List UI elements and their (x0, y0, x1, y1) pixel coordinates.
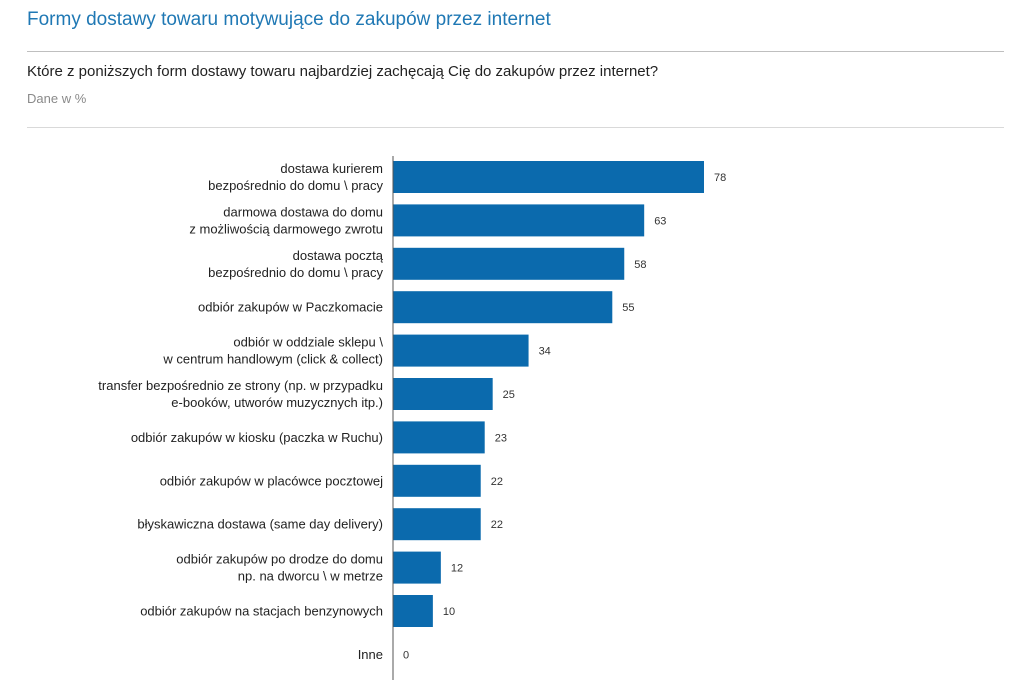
category-label: bezpośrednio do domu \ pracy (208, 265, 383, 280)
value-label: 78 (714, 172, 726, 184)
bar (393, 247, 625, 280)
value-label: 22 (491, 519, 503, 531)
category-label: błyskawiczna dostawa (same day delivery) (137, 517, 383, 532)
value-label: 23 (495, 432, 507, 444)
value-label: 63 (654, 215, 666, 227)
category-label: bezpośrednio do domu \ pracy (208, 178, 383, 193)
value-label: 0 (403, 649, 409, 661)
value-label: 55 (622, 302, 634, 314)
header-divider (27, 51, 1004, 52)
category-label: darmowa dostawa do domu (223, 204, 383, 219)
category-label: odbiór zakupów w kiosku (paczka w Ruchu) (131, 430, 383, 445)
value-label: 10 (443, 606, 455, 618)
chart-question: Które z poniższych form dostawy towaru n… (27, 63, 659, 80)
value-label: 58 (634, 259, 646, 271)
bar (393, 508, 481, 541)
bars-layer: 78 dostawa kurierem bezpośrednio do domu \… (98, 161, 726, 662)
bar (393, 595, 433, 627)
category-label: odbiór zakupów na stacjach benzynowych (140, 604, 383, 619)
category-label: dostawa kurierem (280, 161, 383, 176)
value-label: 25 (503, 389, 515, 401)
category-label: odbiór zakupów po drodze do domu (176, 552, 383, 567)
bar (393, 551, 441, 584)
category-label: z możliwością darmowego zwrotu (189, 221, 383, 236)
bar (393, 421, 485, 454)
bar (393, 378, 493, 410)
category-label: odbiór w oddziale sklepu \ (233, 335, 383, 350)
page-title: Formy dostawy towaru motywujące do zakup… (27, 9, 551, 30)
category-label: np. na dworcu \ w metrze (238, 569, 383, 584)
category-label: w centrum handlowym (click & collect) (162, 352, 383, 367)
value-label: 12 (451, 563, 463, 575)
value-label: 22 (491, 476, 503, 488)
value-label: 34 (539, 346, 551, 358)
bar (393, 161, 704, 193)
category-label: transfer bezpośrednio ze strony (np. w p… (98, 378, 383, 393)
category-label: Inne (358, 647, 383, 662)
bar (393, 464, 481, 497)
category-label: odbiór zakupów w Paczkomacie (198, 300, 383, 315)
units-note: Dane w % (27, 91, 87, 106)
section-divider (27, 127, 1004, 128)
category-label: odbiór zakupów w placówce pocztowej (160, 473, 383, 488)
category-label: dostawa pocztą (293, 248, 384, 263)
category-label: e-booków, utworów muzycznych itp.) (171, 395, 383, 410)
bar-chart: 78 dostawa kurierem bezpośrednio do domu \… (98, 156, 726, 680)
bar (393, 291, 613, 324)
bar (393, 334, 529, 367)
bar (393, 204, 645, 237)
